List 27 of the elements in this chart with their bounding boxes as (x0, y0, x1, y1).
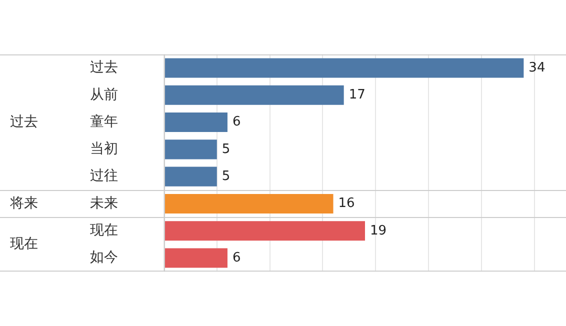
y-tick-label: 当初 (90, 141, 118, 158)
bar (164, 166, 217, 186)
y-tick-label: 未来 (90, 195, 118, 212)
y-tick-label: 从前 (90, 86, 118, 103)
y-tick-label: 过往 (90, 168, 118, 184)
bar (164, 221, 365, 241)
data-label: 6 (232, 250, 241, 266)
y-tick-label: 过去 (90, 60, 118, 76)
y-tick-label: 如今 (90, 250, 118, 266)
data-label: 34 (528, 60, 546, 76)
bar (164, 140, 217, 160)
text: 将来 (9, 195, 38, 212)
bar (164, 112, 228, 132)
bar (164, 85, 344, 105)
data-label: 17 (348, 88, 366, 102)
text: 过去 (10, 114, 38, 130)
data-label: 19 (370, 223, 387, 238)
data-label: 5 (222, 142, 230, 157)
data-label: 5 (222, 168, 230, 184)
data-label: 6 (232, 114, 241, 130)
bar (164, 248, 228, 268)
y-tick-label: 童年 (90, 114, 118, 130)
bar (164, 194, 334, 214)
bar (164, 58, 524, 78)
text: 现在 (10, 236, 38, 252)
y-tick-label: 现在 (90, 222, 118, 239)
data-label: 16 (338, 196, 355, 212)
